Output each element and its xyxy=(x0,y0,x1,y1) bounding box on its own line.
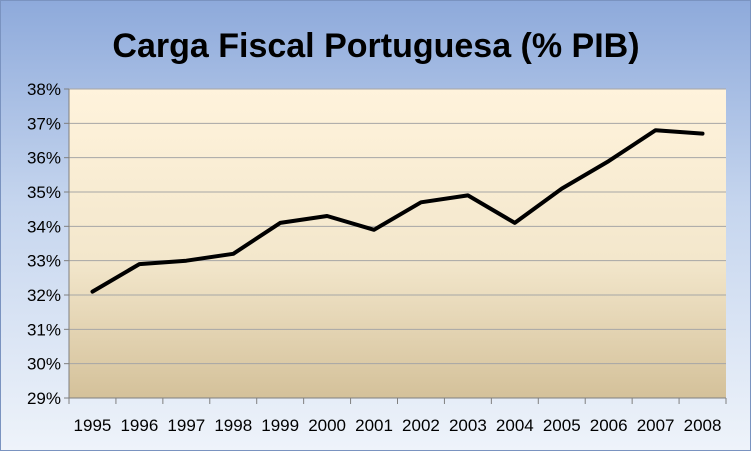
x-tick-label: 2007 xyxy=(637,416,675,435)
x-tick-label: 2000 xyxy=(308,416,346,435)
x-axis-ticks: 1995 1996 1997 1998 1999 2000 2001 2002 2003 2004… xyxy=(68,398,727,435)
plot-area xyxy=(69,89,726,398)
x-tick-label: 2006 xyxy=(590,416,628,435)
x-tick-label: 1999 xyxy=(261,416,299,435)
x-tick-label: 2001 xyxy=(355,416,393,435)
x-tick-label: 2002 xyxy=(402,416,440,435)
y-tick-label: 36% xyxy=(27,149,61,168)
y-tick-label: 38% xyxy=(27,80,61,99)
series-layer xyxy=(90,128,705,294)
y-tick-label: 29% xyxy=(27,389,61,408)
y-tick-label: 37% xyxy=(27,114,61,133)
x-tick-label: 1996 xyxy=(120,416,158,435)
x-tick-label: 2003 xyxy=(449,416,487,435)
y-tick-label: 31% xyxy=(27,320,61,339)
y-tick-label: 34% xyxy=(27,217,61,236)
x-tick-label: 1997 xyxy=(167,416,205,435)
chart-title: Carga Fiscal Portuguesa (% PIB) xyxy=(112,27,639,65)
y-tick-label: 32% xyxy=(27,286,61,305)
y-tick-label: 30% xyxy=(27,355,61,374)
x-tick-label: 2004 xyxy=(496,416,534,435)
y-tick-label: 33% xyxy=(27,252,61,271)
series-line xyxy=(90,128,705,294)
x-tick-label: 1995 xyxy=(74,416,112,435)
y-tick-label: 35% xyxy=(27,183,61,202)
x-tick-label: 2005 xyxy=(543,416,581,435)
x-tick-label: 2008 xyxy=(684,416,722,435)
x-tick-label: 1998 xyxy=(214,416,252,435)
y-axis-ticks: 29% 30% 31% 32% 33% 34% 35% 36% 37% 38% xyxy=(27,80,69,408)
